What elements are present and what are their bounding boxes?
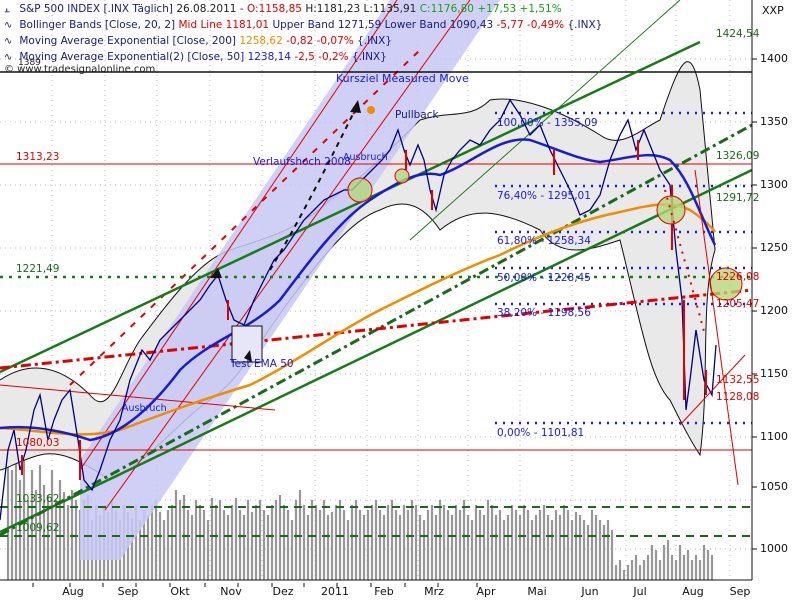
- quote-date: 26.08.2011: [176, 3, 237, 15]
- indicator-name: Moving Average Exponential [Close, 200]: [19, 35, 237, 47]
- quote-high: H:1181,23: [305, 3, 361, 15]
- quote-low: L:1135,91: [363, 3, 417, 15]
- ema50-change: -2,5 -0,2%: [294, 51, 349, 63]
- x-tick: 2011: [321, 585, 349, 598]
- level-label-1221: 1221,49: [16, 263, 60, 275]
- level-label-1009: 1009,62: [16, 522, 60, 534]
- level-label-1226: 1226,08: [716, 271, 760, 283]
- x-tick: Apr: [476, 585, 496, 598]
- annotation-test-ema: Test EMA 50: [230, 358, 294, 370]
- highlight-circles: [347, 168, 743, 301]
- ema50-symbol: {.INX}: [351, 51, 387, 63]
- indicator-wave-icon: ∿: [4, 36, 13, 47]
- ema200-change: -0,82 -0,07%: [286, 35, 354, 47]
- y-tick: 1100: [760, 430, 788, 443]
- x-tick: Dez: [272, 585, 294, 598]
- y-tick: 1150: [760, 367, 788, 380]
- level-label-1313: 1313,23: [16, 151, 60, 163]
- level-label-1389: 1389: [18, 58, 41, 68]
- candle-icon: ⫠: [4, 4, 11, 15]
- x-tick: Feb: [374, 585, 394, 598]
- level-label-1291: 1291,72: [716, 192, 760, 204]
- annotation-verlaufshoch: Verlaufshoch 2008: [253, 156, 351, 168]
- instrument-name: S&P 500 INDEX [.INX Täglich]: [19, 3, 174, 15]
- level-label-1424: 1424,54: [716, 28, 760, 40]
- indicator-wave-icon: ∿: [4, 52, 13, 63]
- chart-legend: ⫠ S&P 500 INDEX [.INX Täglich] 26.08.201…: [4, 1, 602, 65]
- y-tick: 1300: [760, 178, 788, 191]
- ema50-value: 1238,14: [247, 51, 291, 63]
- y-axis-title: XXP: [762, 4, 784, 17]
- bollinger-mid: Mid Line 1181,01: [178, 19, 270, 31]
- x-tick: Aug: [62, 585, 84, 598]
- level-label-1132: 1132,55: [716, 374, 760, 386]
- legend-ema50-row[interactable]: ∿ Moving Average Exponential(2) [Close, …: [4, 49, 602, 65]
- copyright-text: © www.tradesignalonline.com: [4, 64, 156, 75]
- y-tick: 1350: [760, 115, 788, 128]
- price-series: [0, 98, 717, 521]
- quote-close: C:1176,80: [419, 3, 474, 15]
- fib-label-500: 50,00% - 1228,45: [497, 272, 591, 284]
- level-label-1326: 1326,09: [716, 150, 760, 162]
- quote-change: +17,53 +1,51%: [477, 3, 562, 15]
- fib-label-618: 61,80% - 1258,34: [497, 235, 591, 247]
- legend-instrument-row: ⫠ S&P 500 INDEX [.INX Täglich] 26.08.201…: [4, 1, 602, 17]
- quote-open: O:1158,85: [246, 3, 302, 15]
- level-label-1033: 1033,62: [16, 493, 60, 505]
- trend-channel: [80, 0, 500, 560]
- legend-bollinger-row[interactable]: ∿ Bollinger Bands [Close, 20, 2] Mid Lin…: [4, 17, 602, 33]
- annotation-ausbruch-2: Ausbruch: [122, 403, 167, 414]
- x-tick: Mai: [527, 585, 547, 598]
- fib-label-100: 100,00% - 1355,09: [497, 117, 598, 129]
- ema200-value: 1258,62: [239, 35, 283, 47]
- x-tick: Nov: [220, 585, 242, 598]
- level-label-1205: 1205,47: [716, 298, 760, 310]
- fib-label-382: 38,20% - 1198,56: [497, 307, 591, 319]
- level-label-1080: 1080,03: [16, 437, 60, 449]
- x-tick: Okt: [170, 585, 190, 598]
- annotation-ausbruch-1: Ausbruch: [343, 152, 388, 163]
- x-tick: Sep: [117, 585, 139, 598]
- x-tick: Sep: [729, 585, 751, 598]
- y-tick: 1400: [760, 52, 788, 65]
- indicator-name: Bollinger Bands [Close, 20, 2]: [19, 19, 176, 31]
- y-tick: 1050: [760, 480, 788, 493]
- legend-ema200-row[interactable]: ∿ Moving Average Exponential [Close, 200…: [4, 33, 602, 49]
- fib-label-000: 0,00% - 1101,81: [497, 427, 585, 439]
- fib-label-764: 76,40% - 1295,01: [497, 190, 591, 202]
- annotation-pullback: Pullback: [395, 109, 439, 121]
- x-tick: Aug: [682, 585, 704, 598]
- indicator-wave-icon: ∿: [4, 20, 13, 31]
- ema-50-line: [0, 138, 717, 442]
- indicator-name: Moving Average Exponential(2) [Close, 50…: [19, 51, 245, 63]
- y-tick: 1000: [760, 542, 788, 555]
- bollinger-change: -5,77 -0,49%: [496, 19, 565, 31]
- x-tick: Jun: [581, 585, 599, 598]
- bollinger-upper: Upper Band 1271,59: [272, 19, 382, 31]
- y-tick: 1250: [760, 241, 788, 254]
- ema200-symbol: {.INX}: [357, 35, 392, 47]
- bollinger-symbol: {.INX}: [567, 19, 603, 31]
- y-tick: 1200: [760, 304, 788, 317]
- bollinger-lower: Lower Band 1090,43: [384, 19, 494, 31]
- level-label-1128: 1128,08: [716, 391, 760, 403]
- x-tick: Jul: [633, 585, 647, 598]
- x-tick: Mrz: [424, 585, 444, 598]
- annotation-kursziel: Kursziel Measured Move: [336, 72, 469, 85]
